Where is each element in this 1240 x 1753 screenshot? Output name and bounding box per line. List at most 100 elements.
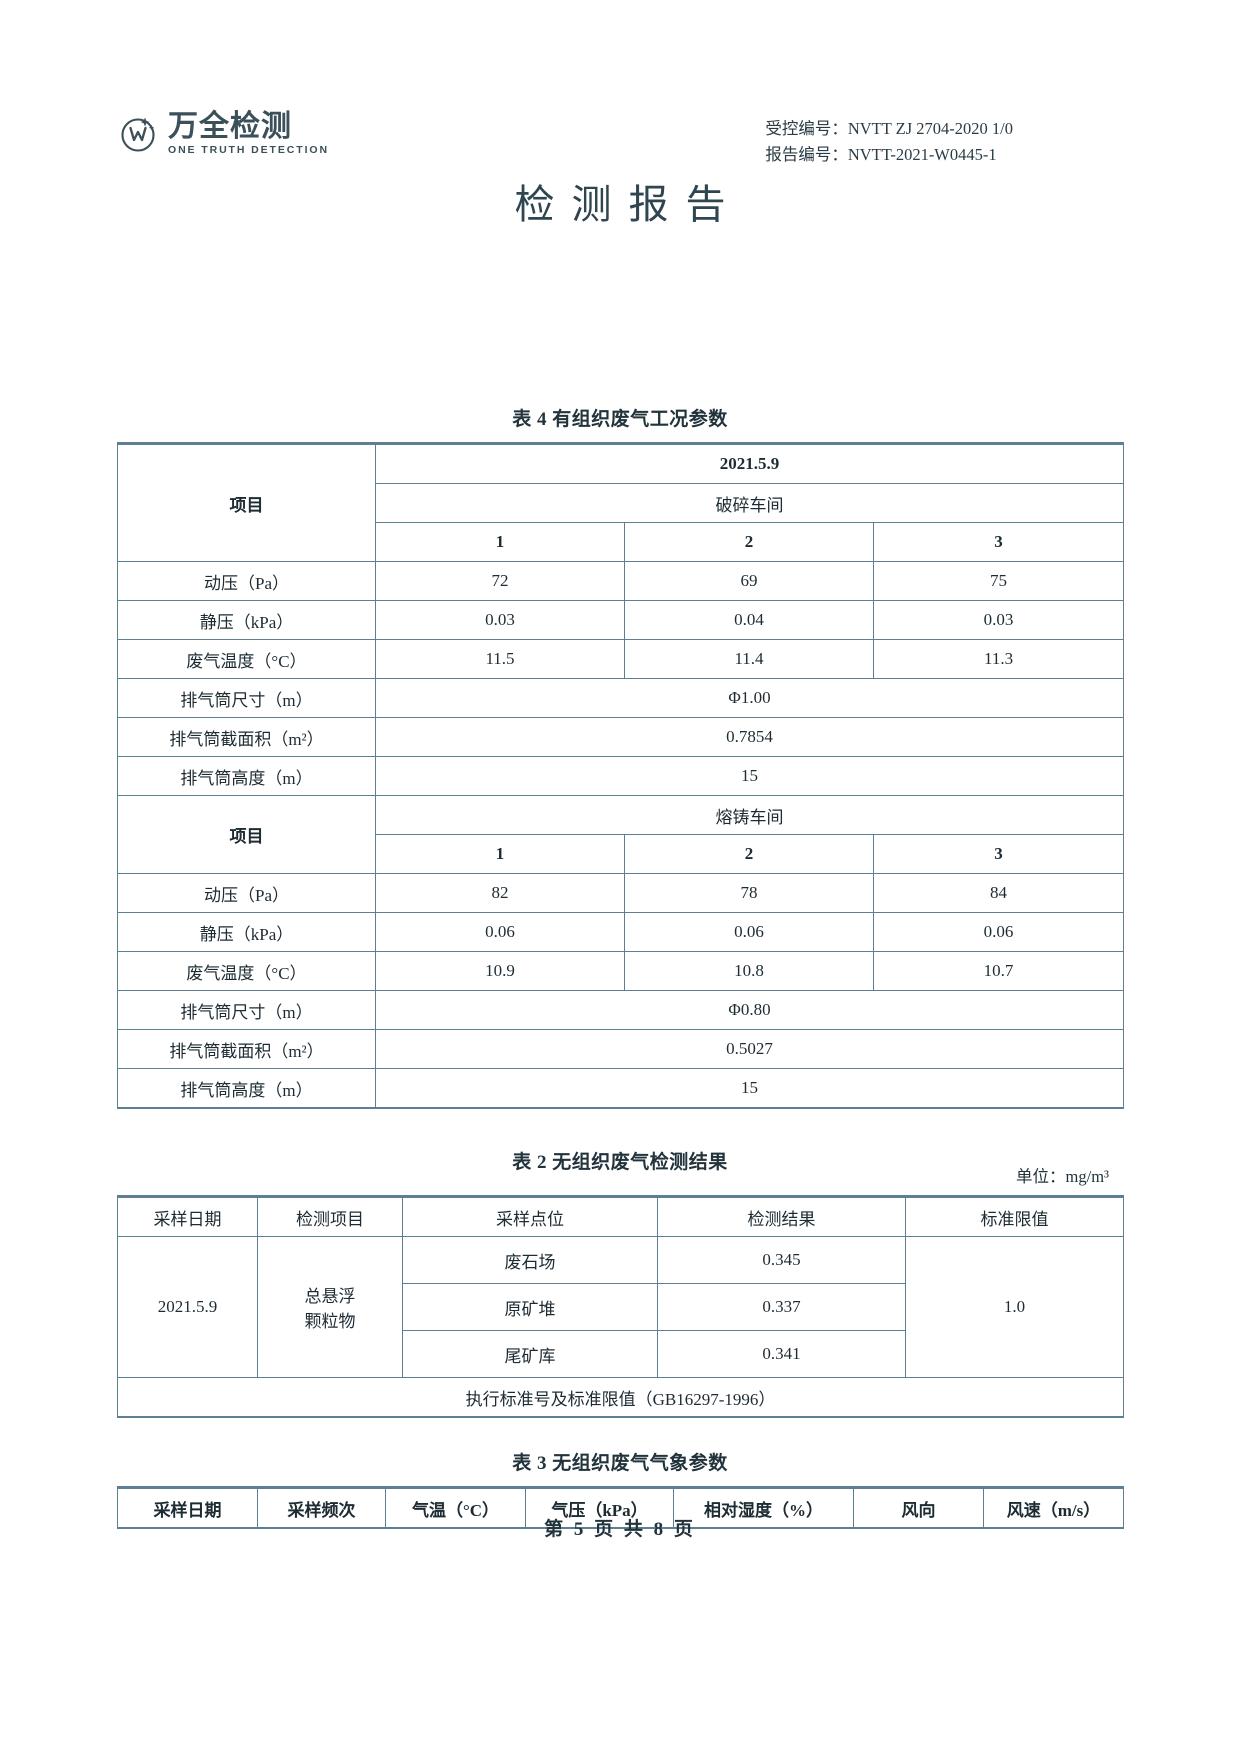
table2-header-cell: 标准限值 [905, 1195, 1124, 1237]
table4-row-label: 排气筒尺寸（m） [117, 990, 376, 1030]
table3-caption: 表 3 无组织废气气象参数 [512, 1453, 728, 1474]
table2-header-cell: 检测项目 [257, 1195, 403, 1237]
table2-result-cell: 0.345 [657, 1236, 906, 1284]
table-row: 排气筒高度（m） 15 [117, 756, 1125, 796]
table4-cell: 10.9 [375, 951, 625, 991]
table4-row-label: 排气筒截面积（m²） [117, 717, 376, 757]
table4-row-label: 排气筒尺寸（m） [117, 678, 376, 718]
table4-row-label: 排气筒高度（m） [117, 756, 376, 796]
table2-header-cell: 采样日期 [117, 1195, 258, 1237]
table4-cell: 0.06 [872, 912, 1125, 952]
table2-result-cell: 0.337 [657, 1283, 906, 1331]
table-row: 静压（kPa） 0.06 0.06 0.06 [117, 912, 1125, 952]
table4-cell: 0.03 [375, 600, 625, 640]
table4-workshop-header-1: 破碎车间 [374, 483, 1125, 523]
table4-cell: 0.06 [624, 912, 874, 952]
table2-caption: 表 2 无组织废气检测结果 [512, 1152, 728, 1173]
table4-sample-col-2-s1: 2 [624, 522, 874, 562]
table-row: 废气温度（°C） 10.9 10.8 10.7 [117, 951, 1125, 991]
table-row: 排气筒截面积（m²） 0.7854 [117, 717, 1125, 757]
table2-result-cell: 0.341 [657, 1330, 906, 1378]
table-row: 1 2 3 [118, 834, 1125, 874]
page-footer: 第 5 页 共 8 页 [544, 1519, 696, 1540]
table2-point-cell: 原矿堆 [402, 1283, 658, 1331]
document-codes: 受控编号：NVTT ZJ 2704-2020 1/0 报告编号：NVTT-202… [765, 116, 1013, 167]
table4-cell: 78 [624, 873, 874, 913]
report-body: 表 4 有组织废气工况参数 项目 2021.5.9 破碎车间 1 [117, 404, 1125, 1529]
table3-header-cell: 采样频次 [257, 1486, 386, 1529]
table4-cell: 10.8 [624, 951, 874, 991]
table-row: 项目 2021.5.9 [117, 442, 1125, 562]
table-row: 动压（Pa） 72 69 75 [117, 561, 1125, 601]
table2-limit-cell: 1.0 [905, 1236, 1124, 1378]
table4-cell: 72 [375, 561, 625, 601]
table-row: 废气温度（°C） 11.5 11.4 11.3 [117, 639, 1125, 679]
table-row: 1 2 3 [118, 522, 1125, 562]
table4-cell: 10.7 [872, 951, 1125, 991]
table-row: 破碎车间 [118, 483, 1125, 523]
table4-row-label: 动压（Pa） [117, 873, 376, 913]
report-number-value: NVTT-2021-W0445-1 [847, 144, 997, 164]
table3-header-cell: 采样日期 [117, 1486, 258, 1529]
report-number-row: 报告编号：NVTT-2021-W0445-1 [765, 142, 1013, 168]
table4-cell: 0.04 [624, 600, 874, 640]
table4-cell: 11.4 [624, 639, 874, 679]
table4-cell-merged: 15 [374, 1068, 1125, 1109]
table-row: 动压（Pa） 82 78 84 [117, 873, 1125, 913]
logo-chinese-name: 万全检测 [168, 110, 292, 143]
table4-cell-merged: 15 [374, 756, 1125, 796]
table-row: 项目 熔铸车间 [117, 795, 1125, 874]
table4-cell-merged: Φ0.80 [374, 990, 1125, 1030]
table-unorganized-exhaust-results: 采样日期 检测项目 采样点位 检测结果 标准限值 2021.5.9 总悬浮 颗粒… [117, 1195, 1124, 1418]
table-row: 2021.5.9 总悬浮 颗粒物 废石场 0.345 1.0 [117, 1236, 1124, 1378]
table-unorganized-exhaust-weather: 采样日期 采样频次 气温（°C） 气压（kPa） 相对湿度（%） 风向 风速（m… [117, 1486, 1124, 1529]
table4-cell: 75 [872, 561, 1125, 601]
table3-header-cell: 风向 [853, 1486, 984, 1529]
table4-row-label: 废气温度（°C） [117, 639, 376, 679]
table4-cell: 0.03 [872, 600, 1125, 640]
table-row: 执行标准号及标准限值（GB16297-1996） [117, 1377, 1124, 1418]
report-number-label: 报告编号： [765, 144, 848, 164]
table4-cell-merged: 0.7854 [374, 717, 1125, 757]
table4-row-label: 动压（Pa） [117, 561, 376, 601]
table4-caption: 表 4 有组织废气工况参数 [512, 409, 728, 430]
table-row: 尾矿库 0.341 [118, 1330, 1124, 1378]
table3-header-cell: 风速（m/s） [983, 1486, 1124, 1529]
table-row: 静压（kPa） 0.03 0.04 0.03 [117, 600, 1125, 640]
table4-cell-merged: Φ1.00 [374, 678, 1125, 718]
table2-item-line1: 总悬浮 [304, 1287, 356, 1306]
table2-item-line2: 颗粒物 [304, 1312, 356, 1331]
table2-point-cell: 废石场 [402, 1236, 658, 1284]
table3-header-cell: 相对湿度（%） [673, 1486, 854, 1529]
table4-sample-col-3-s2: 3 [872, 834, 1125, 874]
table-organized-exhaust-conditions: 项目 2021.5.9 破碎车间 1 2 3 动压（Pa） 72 69 75 [117, 442, 1125, 1109]
table-row: 排气筒高度（m） 15 [117, 1068, 1125, 1109]
table-row: 排气筒尺寸（m） Φ1.00 [117, 678, 1125, 718]
table2-standard-note: 执行标准号及标准限值（GB16297-1996） [117, 1377, 1124, 1418]
table4-date-header: 2021.5.9 [374, 442, 1125, 484]
table4-cell-merged: 0.5027 [374, 1029, 1125, 1069]
table-row: 采样日期 采样频次 气温（°C） 气压（kPa） 相对湿度（%） 风向 风速（m… [117, 1486, 1124, 1529]
table2-header-cell: 采样点位 [402, 1195, 658, 1237]
table4-cell: 0.06 [375, 912, 625, 952]
table2-point-cell: 尾矿库 [402, 1330, 658, 1378]
table4-cell: 82 [375, 873, 625, 913]
table4-cell: 84 [872, 873, 1125, 913]
spacer [117, 1109, 1123, 1147]
table4-workshop-header-2: 熔铸车间 [374, 795, 1125, 835]
spacer [117, 1418, 1123, 1448]
controlled-number-row: 受控编号：NVTT ZJ 2704-2020 1/0 [765, 116, 1013, 142]
table2-item-cell: 总悬浮 颗粒物 [257, 1236, 403, 1378]
table4-row-label: 废气温度（°C） [117, 951, 376, 991]
controlled-number-value: NVTT ZJ 2704-2020 1/0 [847, 119, 1013, 138]
controlled-number-label: 受控编号： [765, 119, 848, 138]
company-logo: 万全检测 ONE TRUTH DETECTION [117, 112, 329, 156]
logo-emblem-icon [117, 113, 159, 155]
table4-cell: 11.5 [375, 639, 625, 679]
table2-header-cell: 检测结果 [657, 1195, 906, 1237]
table4-item-header-1: 项目 [117, 442, 376, 562]
logo-english-name: ONE TRUTH DETECTION [168, 144, 329, 156]
table4-row-label: 排气筒截面积（m²） [117, 1029, 376, 1069]
table2-unit: 单位：mg/m³ [1016, 1167, 1109, 1186]
table-row: 排气筒截面积（m²） 0.5027 [117, 1029, 1125, 1069]
